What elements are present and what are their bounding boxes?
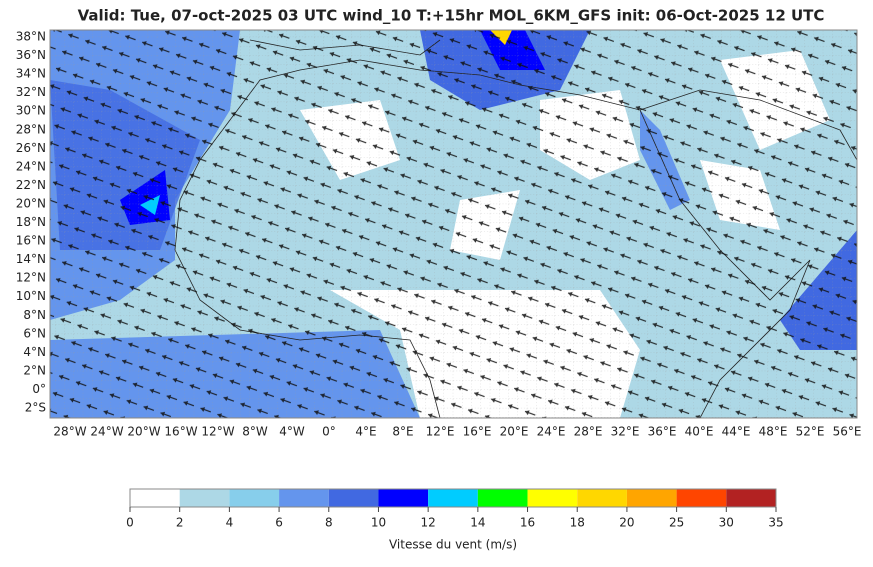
colorbar-swatch — [676, 489, 727, 507]
lat-label: 30°N — [16, 104, 46, 118]
colorbar-swatch — [428, 489, 478, 507]
colorbar-tick-label: 6 — [275, 516, 283, 530]
lat-label: 32°N — [16, 85, 46, 99]
lat-label: 18°N — [16, 215, 46, 229]
lon-label: 32°E — [611, 425, 640, 439]
map-frame — [49, 29, 858, 419]
lat-label: 38°N — [16, 30, 46, 44]
lon-label: 8°E — [392, 425, 413, 439]
lon-label: 44°E — [722, 425, 751, 439]
lat-label: 24°N — [16, 159, 46, 173]
colorbar-swatch — [577, 489, 627, 507]
lat-label: 36°N — [16, 48, 46, 62]
lat-label: 34°N — [16, 67, 46, 81]
lat-label: 26°N — [16, 141, 46, 155]
lat-label: 28°N — [16, 122, 46, 136]
lat-label: 14°N — [16, 252, 46, 266]
lon-label: 4°W — [279, 425, 305, 439]
colorbar-swatch — [527, 489, 578, 507]
colorbar-swatch — [626, 489, 677, 507]
colorbar-tick-label: 14 — [470, 516, 485, 530]
lat-label: 2°S — [25, 401, 46, 415]
colorbar-tick-label: 30 — [719, 516, 734, 530]
colorbar-frame — [129, 488, 777, 508]
colorbar-tick-label: 12 — [421, 516, 436, 530]
lat-label: 22°N — [16, 178, 46, 192]
colorbar-tick-label: 4 — [226, 516, 234, 530]
colorbar-tick-label: 2 — [176, 516, 184, 530]
colorbar: 0 2 4 6 8 10 12 14 16 18 20 25 30 35 — [126, 488, 784, 530]
colorbar-swatch — [378, 489, 429, 507]
lat-label: 2°N — [23, 363, 46, 377]
lat-label: 10°N — [16, 289, 46, 303]
lat-label: 20°N — [16, 196, 46, 210]
lon-label: 20°E — [500, 425, 529, 439]
lon-label: 8°W — [242, 425, 268, 439]
colorbar-tick-label: 35 — [768, 516, 783, 530]
lon-label: 48°E — [759, 425, 788, 439]
lon-label: 0° — [322, 425, 336, 439]
colorbar-tick-label: 20 — [619, 516, 634, 530]
lon-label: 4°E — [355, 425, 376, 439]
lat-labels: 38°N 36°N 34°N 32°N 30°N 28°N 26°N 24°N 22°N 20°N… — [16, 30, 46, 415]
lat-label: 16°N — [16, 234, 46, 248]
lon-label: 28°W — [53, 425, 86, 439]
map-area — [50, 30, 857, 418]
colorbar-label: Vitesse du vent (m/s) — [389, 538, 517, 552]
colorbar-swatch — [229, 489, 280, 507]
colorbar-swatch — [179, 489, 230, 507]
colorbar-swatch — [477, 489, 528, 507]
colorbar-tick-label: 25 — [669, 516, 684, 530]
lon-labels: 28°W 24°W 20°W 16°W 12°W 8°W 4°W 0° 4°E 8°E 12°E 16… — [53, 425, 861, 439]
map-title: Valid: Tue, 07-oct-2025 03 UTC wind_10 T… — [78, 7, 825, 25]
colorbar-tick-label: 0 — [126, 516, 134, 530]
lon-label: 16°E — [463, 425, 492, 439]
lat-label: 0° — [32, 382, 46, 396]
colorbar-swatch — [130, 489, 180, 507]
lon-label: 12°W — [201, 425, 234, 439]
lon-label: 28°E — [574, 425, 603, 439]
colorbar-swatch — [726, 489, 776, 507]
lon-label: 52°E — [796, 425, 825, 439]
lon-label: 16°W — [164, 425, 197, 439]
lon-label: 36°E — [648, 425, 677, 439]
colorbar-tick-label: 18 — [570, 516, 585, 530]
colorbar-tick-label: 16 — [520, 516, 535, 530]
lon-label: 24°E — [537, 425, 566, 439]
lon-label: 12°E — [426, 425, 455, 439]
colorbar-tick-label: 8 — [325, 516, 333, 530]
colorbar-swatch — [279, 489, 329, 507]
lat-label: 6°N — [23, 326, 46, 340]
lon-label: 40°E — [685, 425, 714, 439]
colorbar-swatch — [328, 489, 379, 507]
lat-label: 12°N — [16, 271, 46, 285]
lat-label: 4°N — [23, 345, 46, 359]
lon-label: 20°W — [127, 425, 160, 439]
lon-label: 56°E — [833, 425, 862, 439]
lon-label: 24°W — [90, 425, 123, 439]
lat-label: 8°N — [23, 308, 46, 322]
colorbar-tick-label: 10 — [371, 516, 386, 530]
